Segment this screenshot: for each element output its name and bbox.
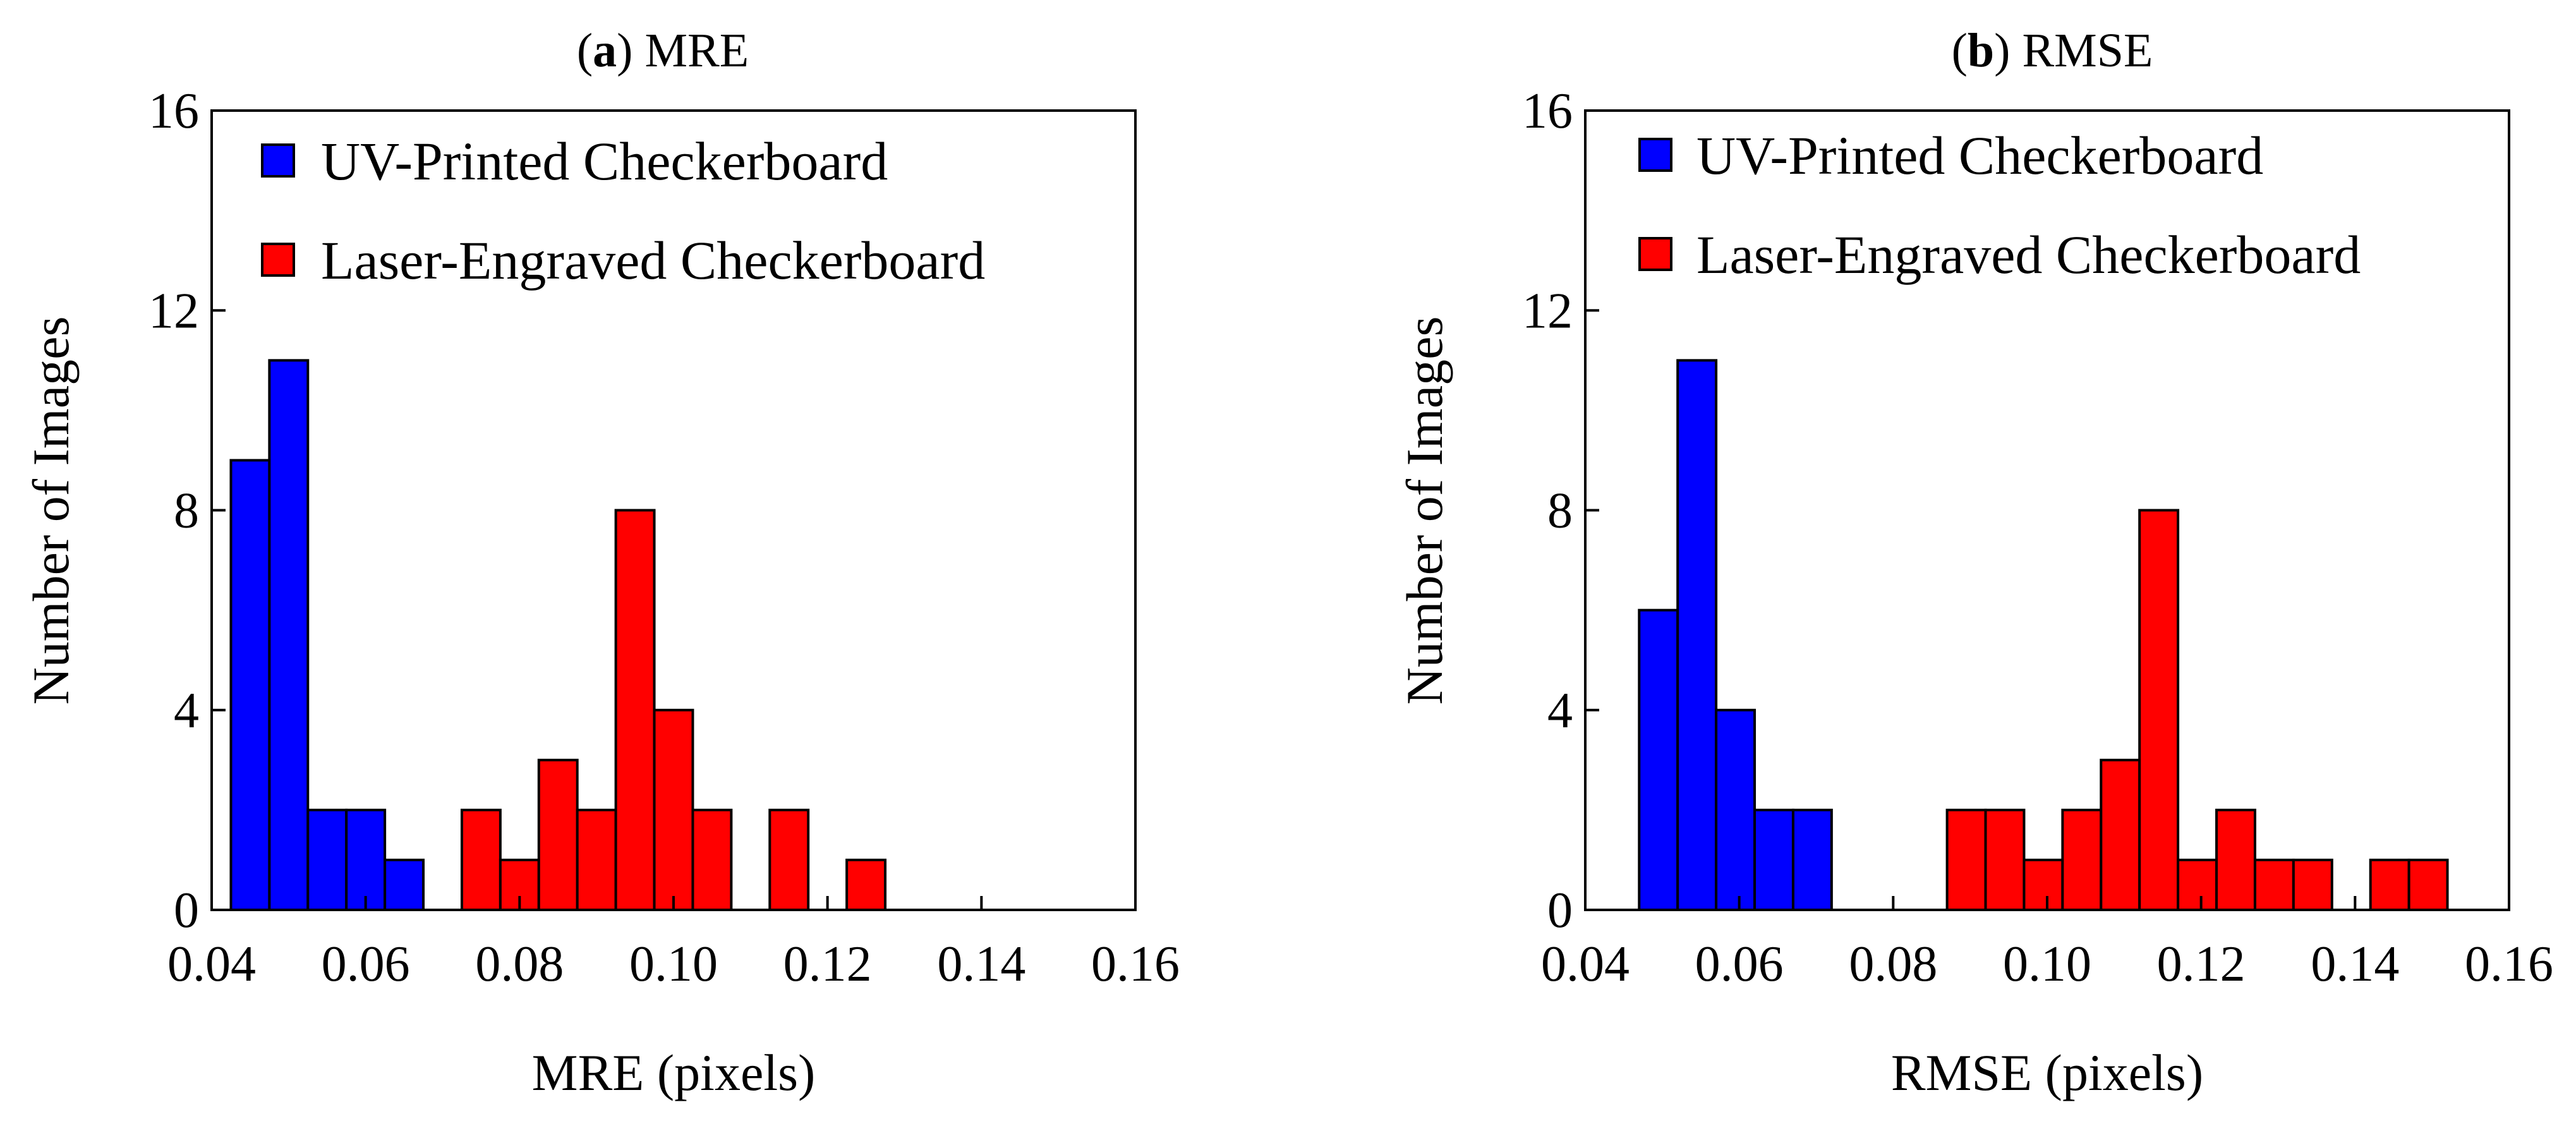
bar-uv-4 bbox=[1791, 808, 1833, 911]
bar-laser-9 bbox=[2292, 858, 2333, 911]
y-tick-label: 16 bbox=[1522, 83, 1573, 139]
bar-laser-5 bbox=[653, 708, 694, 911]
chart-a: (a) MRE 0 4 8 12 16 0.04 0.06 0.08 0.10 0.12 0.14… bbox=[22, 24, 1180, 1101]
y-tick-label: 0 bbox=[1547, 883, 1573, 938]
bar-laser-0 bbox=[460, 808, 502, 911]
x-tick-label: 0.16 bbox=[1091, 936, 1180, 992]
chart-b-y-axis: 0 4 8 12 16 bbox=[1522, 83, 1599, 938]
chart-b-title: (b) RMSE bbox=[1952, 24, 2153, 77]
y-tick-label: 16 bbox=[148, 83, 199, 139]
bar-laser-0 bbox=[1945, 808, 1987, 911]
bar-laser-2 bbox=[2023, 858, 2064, 911]
bar-laser-4 bbox=[2100, 758, 2141, 911]
chart-a-title-text: ) MRE bbox=[617, 24, 749, 77]
x-tick-label: 0.04 bbox=[1541, 936, 1630, 992]
bar-uv-2 bbox=[306, 808, 348, 911]
bar-laser-7 bbox=[768, 808, 810, 911]
bar-uv-0 bbox=[1638, 608, 1679, 911]
chart-b-title-text: ) RMSE bbox=[1994, 24, 2153, 77]
chart-b-x-label: RMSE (pixels) bbox=[1891, 1044, 2203, 1101]
y-tick-label: 4 bbox=[174, 683, 199, 739]
bar-laser-7 bbox=[2215, 808, 2256, 911]
y-tick-label: 0 bbox=[174, 883, 199, 938]
bar-laser-1 bbox=[1984, 808, 2026, 911]
chart-b-y-label: Number of Images bbox=[1396, 317, 1453, 705]
bar-laser-8 bbox=[845, 858, 887, 911]
chart-b-bars bbox=[1638, 359, 2449, 911]
bar-uv-3 bbox=[345, 808, 387, 911]
bar-laser-11 bbox=[2407, 858, 2449, 911]
x-tick-label: 0.06 bbox=[1695, 936, 1784, 992]
chart-a-x-label: MRE (pixels) bbox=[532, 1044, 816, 1101]
bar-laser-3 bbox=[576, 808, 617, 911]
chart-b-x-axis: 0.04 0.06 0.08 0.10 0.12 0.14 0.16 bbox=[1541, 896, 2553, 992]
bar-uv-2 bbox=[1715, 708, 1757, 911]
x-tick-label: 0.14 bbox=[937, 936, 1025, 992]
bar-laser-8 bbox=[2253, 858, 2295, 911]
x-tick-label: 0.12 bbox=[2157, 936, 2246, 992]
x-tick-label: 0.14 bbox=[2311, 936, 2399, 992]
bar-uv-0 bbox=[229, 459, 271, 911]
x-tick-label: 0.10 bbox=[2003, 936, 2091, 992]
bar-uv-4 bbox=[384, 858, 425, 911]
chart-b-legend: UV-Printed Checkerboard Laser-Engraved C… bbox=[1638, 125, 2361, 285]
bar-laser-10 bbox=[2369, 858, 2410, 911]
chart-a-title: (a) MRE bbox=[577, 24, 749, 77]
bar-uv-1 bbox=[1676, 359, 1718, 911]
bar-uv-3 bbox=[1753, 808, 1794, 911]
chart-b-title-letter: b bbox=[1968, 24, 1994, 77]
x-tick-label: 0.08 bbox=[1849, 936, 1937, 992]
bar-laser-5 bbox=[2138, 509, 2180, 911]
chart-a-y-label: Number of Images bbox=[22, 317, 80, 705]
x-tick-label: 0.06 bbox=[322, 936, 410, 992]
chart-a-title-letter: a bbox=[593, 24, 617, 77]
legend-swatch-uv bbox=[261, 143, 295, 178]
x-tick-label: 0.12 bbox=[783, 936, 872, 992]
legend-label-laser: Laser-Engraved Checkerboard bbox=[1696, 224, 2361, 285]
x-tick-label: 0.08 bbox=[475, 936, 564, 992]
x-tick-label: 0.10 bbox=[629, 936, 718, 992]
legend-label-uv: UV-Printed Checkerboard bbox=[1696, 125, 2263, 186]
y-tick-label: 4 bbox=[1547, 683, 1573, 739]
chart-a-bars bbox=[229, 359, 887, 911]
bar-laser-6 bbox=[2177, 858, 2218, 911]
legend-swatch-uv bbox=[1638, 138, 1672, 172]
legend-label-uv: UV-Printed Checkerboard bbox=[321, 131, 888, 191]
y-tick-label: 12 bbox=[148, 283, 199, 339]
y-tick-label: 12 bbox=[1522, 283, 1573, 339]
x-tick-label: 0.04 bbox=[167, 936, 256, 992]
x-tick-label: 0.16 bbox=[2465, 936, 2553, 992]
chart-a-x-axis: 0.04 0.06 0.08 0.10 0.12 0.14 0.16 bbox=[167, 896, 1180, 992]
y-tick-label: 8 bbox=[1547, 483, 1573, 539]
chart-a-legend: UV-Printed Checkerboard Laser-Engraved C… bbox=[261, 131, 985, 291]
bar-laser-2 bbox=[537, 758, 579, 911]
legend-label-laser: Laser-Engraved Checkerboard bbox=[321, 230, 985, 291]
legend-swatch-laser bbox=[1638, 237, 1672, 271]
legend-swatch-laser bbox=[261, 243, 295, 277]
bar-uv-1 bbox=[268, 359, 310, 911]
bar-laser-3 bbox=[2061, 808, 2103, 911]
bar-laser-4 bbox=[614, 509, 656, 911]
bar-laser-6 bbox=[691, 808, 733, 911]
chart-b: (b) RMSE 0 4 8 12 16 0.04 0.06 0.08 0.10 0.12 0.1… bbox=[1396, 24, 2553, 1101]
chart-a-y-axis: 0 4 8 12 16 bbox=[148, 83, 226, 938]
y-tick-label: 8 bbox=[174, 483, 199, 539]
